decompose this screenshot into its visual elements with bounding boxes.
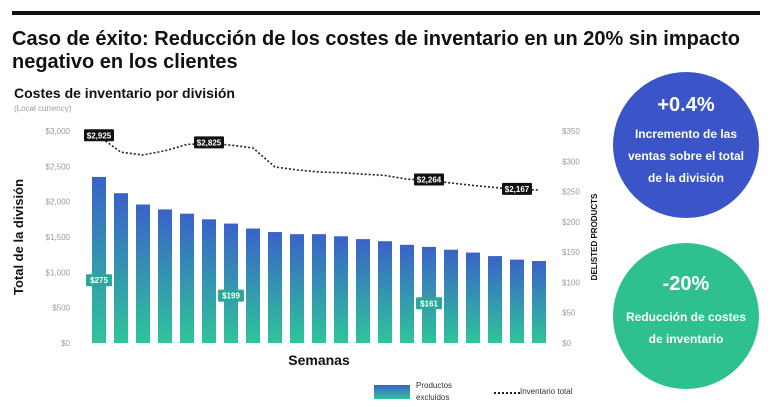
bar-productos-excluidos xyxy=(224,223,238,343)
line-value-label: $2,264 xyxy=(417,175,442,184)
bar-productos-excluidos xyxy=(136,204,150,343)
legend-bars-label: Productos excluidos xyxy=(416,381,453,402)
bar-productos-excluidos xyxy=(268,232,282,343)
y2-tick-label: $250 xyxy=(562,188,580,197)
bar-productos-excluidos xyxy=(400,244,414,343)
line-label-bg xyxy=(502,182,532,195)
bar-productos-excluidos xyxy=(378,241,392,343)
unit-note: (Local currency) xyxy=(14,104,72,113)
y2-tick-label: $200 xyxy=(562,218,580,227)
y-tick-label: $2,000 xyxy=(46,198,71,207)
y-tick-label: $500 xyxy=(52,304,70,313)
bar-value-label: $199 xyxy=(222,292,240,301)
kpi-sales-circle: +0.4% Incremento de las ventas sobre el … xyxy=(613,72,759,218)
bar-productos-excluidos xyxy=(114,193,128,343)
y-tick-label: $1,500 xyxy=(46,233,71,242)
y2-tick-label: $350 xyxy=(562,127,580,136)
bar-productos-excluidos xyxy=(466,252,480,343)
bar-productos-excluidos xyxy=(334,236,348,343)
line-label-bg xyxy=(414,173,444,186)
line-label-bg xyxy=(194,136,224,149)
bar-productos-excluidos xyxy=(202,219,216,343)
line-inventario-total xyxy=(98,135,539,191)
bar-value-label: $275 xyxy=(90,276,108,285)
top-rule xyxy=(12,11,760,15)
bar-productos-excluidos xyxy=(488,256,502,343)
kpi-cost-value: -20% xyxy=(662,273,710,295)
legend-line-label: Inventario total xyxy=(520,387,573,396)
bar-label-bg xyxy=(218,289,244,302)
line-label-bg xyxy=(84,129,114,142)
page-title: Caso de éxito: Reducción de los costes d… xyxy=(12,28,740,73)
line-value-label: $2,167 xyxy=(505,185,530,194)
kpi-cost-circle: -20% Reducción de costes de inventario xyxy=(613,243,759,389)
y2-tick-label: $150 xyxy=(562,248,580,257)
bar-productos-excluidos xyxy=(180,213,194,343)
bar-label-bg xyxy=(416,297,442,310)
legend-bars-swatch xyxy=(374,385,410,399)
bar-productos-excluidos xyxy=(92,176,106,343)
y2-tick-label: $0 xyxy=(562,339,571,348)
kpi-sales-value: +0.4% xyxy=(657,94,715,116)
bar-productos-excluidos xyxy=(510,259,524,343)
legend-line-swatch xyxy=(494,392,520,394)
kpi-sales-text: Incremento de las ventas sobre el total … xyxy=(627,127,745,185)
y2-axis-title: DELISTED PRODUCTS xyxy=(590,193,599,280)
y-tick-label: $2,500 xyxy=(46,162,71,171)
kpi-cost-text: Reducción de costes de inventario xyxy=(625,310,747,346)
y-tick-label: $0 xyxy=(61,339,70,348)
y2-tick-label: $300 xyxy=(562,157,580,166)
y2-tick-label: $50 xyxy=(562,309,576,318)
bar-productos-excluidos xyxy=(246,228,260,343)
bar-productos-excluidos xyxy=(444,249,458,343)
y-axis-title: Total de la división xyxy=(11,179,26,295)
inventory-chart: $0 $500 $1,000 $1,500 $2,000 $2,500 $3,000 $0 $5… xyxy=(11,127,599,368)
bar-label-bg xyxy=(86,274,112,287)
y-tick-label: $3,000 xyxy=(46,127,71,136)
bar-productos-excluidos xyxy=(356,239,370,343)
y2-tick-label: $100 xyxy=(562,278,580,287)
y-tick-label: $1,000 xyxy=(46,268,71,277)
bar-productos-excluidos xyxy=(532,261,546,343)
bar-productos-excluidos xyxy=(290,234,304,343)
line-value-label: $2,925 xyxy=(87,131,112,140)
chart-subtitle: Costes de inventario por división xyxy=(14,85,235,101)
x-axis-title: Semanas xyxy=(288,352,350,368)
bar-productos-excluidos xyxy=(158,209,172,343)
line-value-label: $2,825 xyxy=(197,138,222,147)
bar-productos-excluidos xyxy=(422,246,436,343)
bar-value-label: $161 xyxy=(420,299,438,308)
bar-productos-excluidos xyxy=(312,234,326,343)
